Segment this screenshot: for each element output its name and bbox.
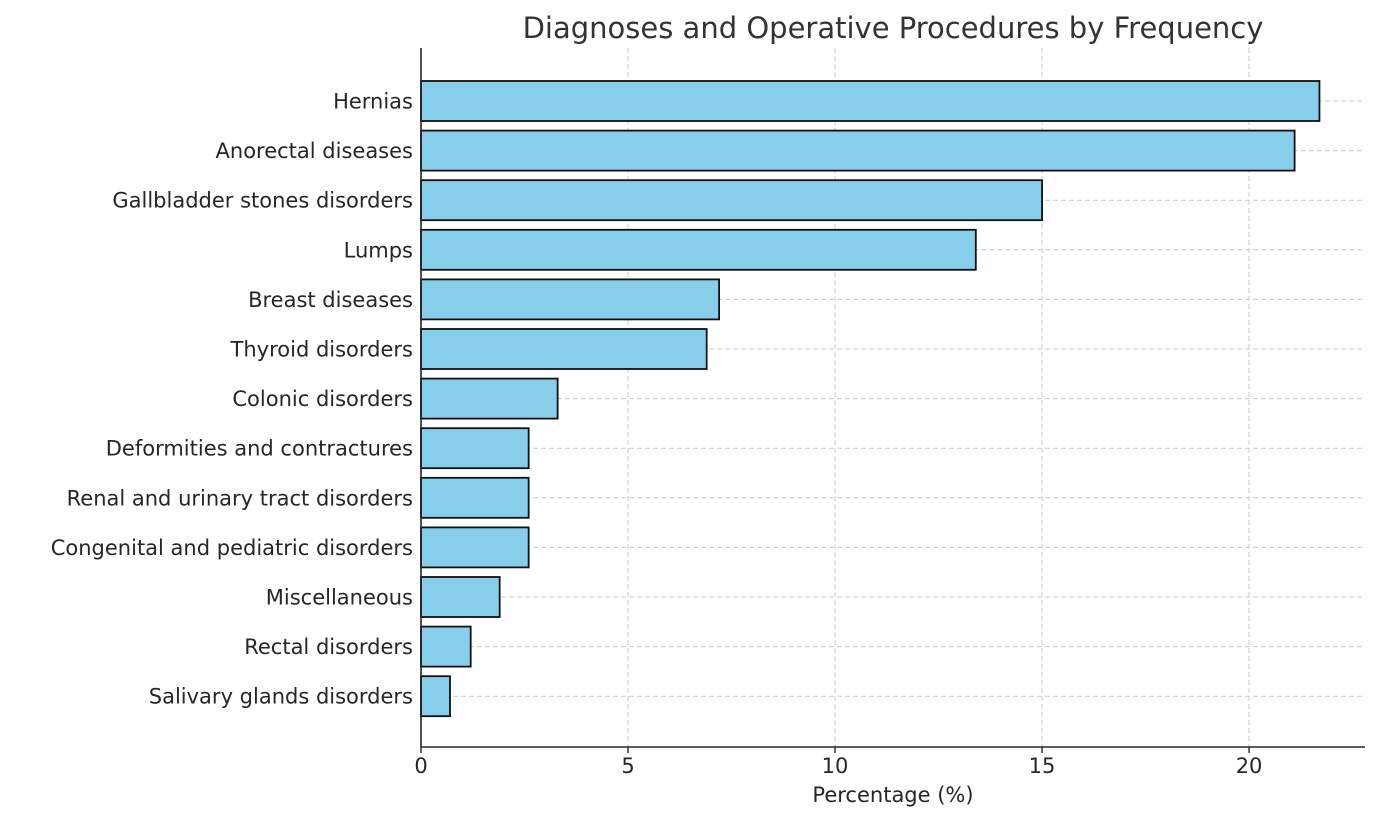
- category-label: Breast diseases: [248, 288, 413, 312]
- x-axis-label: Percentage (%): [812, 783, 973, 807]
- bar-salivary-glands-disorders: [420, 675, 451, 718]
- category-labels: Hernias Anorectal diseases Gallbladder sto…: [51, 90, 413, 709]
- category-label: Colonic disorders: [232, 387, 413, 411]
- category-label: Thyroid disorders: [230, 338, 413, 362]
- bar-colonic-disorders: [420, 377, 559, 420]
- category-label: Deformities and contractures: [106, 437, 413, 461]
- category-label: Anorectal diseases: [216, 139, 413, 163]
- x-tick-label: 15: [1029, 754, 1056, 778]
- category-label: Renal and urinary tract disorders: [67, 486, 413, 510]
- bar-congenital-and-pediatric-disorders: [420, 526, 530, 569]
- category-label: Miscellaneous: [266, 586, 413, 610]
- category-label: Rectal disorders: [244, 635, 413, 659]
- x-tick-label: 20: [1236, 754, 1263, 778]
- bar-hernias: [420, 80, 1321, 122]
- bar-gallbladder-stones-disorders: [420, 179, 1043, 222]
- bar-renal-and-urinary-tract-disorders: [420, 476, 530, 519]
- bar-breast-diseases: [420, 278, 721, 321]
- bar-rectal-disorders: [420, 625, 472, 668]
- category-label: Congenital and pediatric disorders: [51, 536, 413, 560]
- category-label: Lumps: [344, 238, 413, 262]
- bars: [420, 80, 1321, 718]
- x-ticks: 0 5 10 15 20: [414, 747, 1262, 778]
- x-tick-label: 5: [621, 754, 634, 778]
- axes: [420, 48, 1365, 748]
- x-tick-label: 0: [414, 754, 427, 778]
- x-tick-label: 10: [822, 754, 849, 778]
- bar-lumps: [420, 228, 977, 271]
- bar-miscellaneous: [420, 576, 501, 618]
- category-label: Gallbladder stones disorders: [112, 189, 413, 213]
- chart-title: Diagnoses and Operative Procedures by Fr…: [523, 11, 1264, 45]
- category-label: Hernias: [333, 90, 413, 114]
- category-label: Salivary glands disorders: [149, 685, 413, 709]
- bar-deformities-and-contractures: [420, 427, 530, 470]
- bar-thyroid-disorders: [420, 328, 708, 370]
- bar-anorectal-diseases: [420, 129, 1296, 172]
